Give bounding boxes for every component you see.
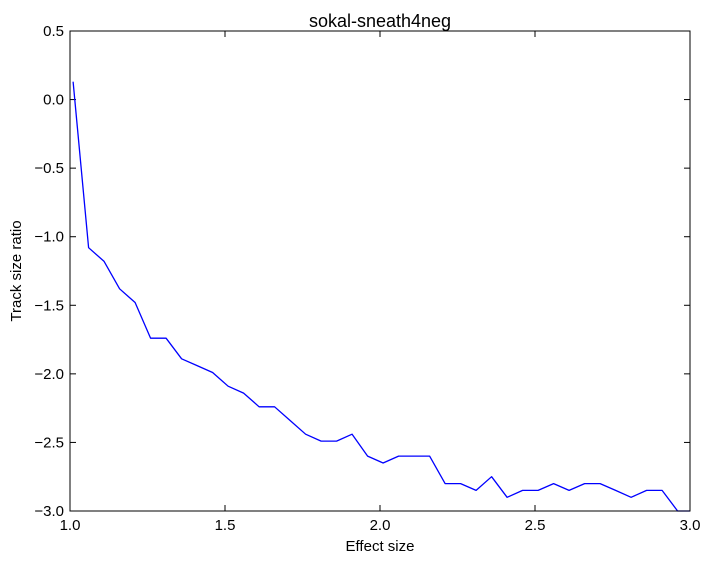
y-tick-label: −1.0: [34, 229, 64, 246]
y-tick-label: 0.0: [43, 92, 64, 109]
series-line: [72, 81, 690, 512]
y-tick-label: 0.5: [43, 23, 64, 40]
y-tick-label: −2.5: [34, 434, 64, 451]
x-tick-label: 2.5: [525, 517, 546, 534]
chart-title: sokal-sneath4neg: [309, 11, 451, 31]
y-axis-label: Track size ratio: [8, 220, 25, 321]
axis-ticks: 1.0 1.5 2.0 2.5 3.0 0.5 0.0 −0.5 −1.0 −1.5 −2.0 −2.…: [34, 23, 700, 534]
y-tick-label: −0.5: [34, 160, 64, 177]
y-tick-label: −3.0: [34, 503, 64, 520]
x-tick-label: 1.0: [60, 517, 81, 534]
y-tick-label: −1.5: [34, 297, 64, 314]
x-tick-label: 3.0: [680, 517, 701, 534]
plot-frame: [69, 30, 691, 512]
x-axis-label: Effect size: [346, 538, 415, 555]
x-tick-label: 1.5: [215, 517, 236, 534]
y-tick-label: −2.0: [34, 366, 64, 383]
x-tick-label: 2.0: [370, 517, 391, 534]
